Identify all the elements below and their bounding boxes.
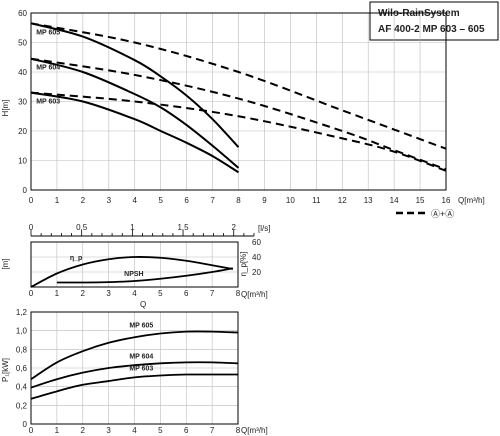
head-x-tick-label: 12	[338, 196, 347, 205]
head-chart: 0 1 2 3 4 5 6 7 8 9 10 11 12 13 14 15 160102030405060Q[m…	[1, 9, 485, 205]
power-x-tick-label: 3	[106, 426, 111, 435]
npsh-right-tick-label: 20	[252, 268, 261, 277]
head-x-tick-label: 2	[81, 196, 86, 205]
head-series-label: MP 605	[36, 29, 60, 36]
power-x-tick-label: 2	[81, 426, 86, 435]
legend-label: Ⓐ+Ⓐ	[431, 209, 454, 219]
head-x-tick-label: 15	[416, 196, 425, 205]
q-mid-label: Q	[140, 300, 146, 309]
head-series-line-2	[30, 91, 240, 174]
power-y-tick-label: 0,8	[16, 345, 28, 354]
head-y-axis-label: H[m]	[1, 100, 10, 117]
power-series-label: MP 604	[129, 353, 153, 360]
power-x-tick-label: 4	[132, 426, 137, 435]
title-line-2: AF 400-2 MP 603 – 605	[378, 24, 485, 35]
head-y-tick-label: 40	[18, 68, 27, 77]
npsh-efficiency-chart: 0 1 2 3 4 5 6 7 8 20 40 60 Q[m³/h] [m] η_p[%] η_p NPSH	[1, 238, 268, 299]
npsh-x-tick-label: 3	[106, 289, 111, 298]
eta-series-label: η_p	[70, 255, 82, 262]
power-y-tick-label: 0,2	[16, 401, 28, 410]
head-x-tick-label: 13	[364, 196, 373, 205]
head-series-line-5	[30, 91, 447, 172]
power-plot-frame	[30, 311, 239, 425]
head-y-tick-label: 0	[23, 186, 28, 195]
ls-axis-label: [l/s]	[258, 224, 270, 233]
power-series-line-0	[30, 330, 239, 380]
head-plot-frame	[30, 12, 447, 191]
power-x-tick-label: 1	[55, 426, 60, 435]
head-y-tick-label: 20	[18, 127, 27, 136]
power-x-axis-label: Q[m³/h]	[241, 426, 268, 435]
power-y-tick-label: 1,2	[16, 308, 28, 317]
power-x-tick-label: 0	[29, 426, 34, 435]
head-series-line-1	[30, 57, 240, 169]
legend: Ⓐ+Ⓐ	[396, 209, 454, 219]
head-y-tick-label: 60	[18, 9, 27, 18]
ls-tick-label: 1	[130, 223, 135, 232]
power-x-tick-label: 7	[210, 426, 215, 435]
power-x-tick-label: 8	[236, 426, 241, 435]
head-x-tick-label: 8	[236, 196, 241, 205]
npsh-x-tick-label: 1	[55, 289, 60, 298]
npsh-x-tick-label: 4	[132, 289, 137, 298]
npsh-right-tick-label: 60	[252, 238, 261, 247]
head-x-tick-label: 16	[442, 196, 451, 205]
head-x-tick-label: 1	[55, 196, 60, 205]
npsh-plot-frame	[30, 241, 239, 288]
head-y-tick-label: 30	[18, 98, 27, 107]
power-y-tick-label: 1,0	[16, 327, 28, 336]
head-series-label: MP 604	[36, 65, 60, 72]
power-series-line-1	[30, 361, 239, 389]
npsh-x-tick-label: 8	[236, 289, 241, 298]
power-x-tick-label: 6	[184, 426, 189, 435]
npsh-right-tick-label: 40	[252, 253, 261, 262]
ls-tick-label: 1,5	[177, 223, 189, 232]
head-y-tick-label: 50	[18, 39, 27, 48]
power-x-tick-label: 5	[158, 426, 163, 435]
power-y-tick-label: 0,6	[16, 364, 28, 373]
npsh-series-label: NPSH	[124, 271, 143, 278]
power-series-label: MP 603	[129, 366, 153, 373]
head-x-tick-label: 7	[210, 196, 215, 205]
head-x-tick-label: 5	[158, 196, 163, 205]
head-series-label: MP 603	[36, 99, 60, 106]
ls-tick-label: 0	[29, 223, 34, 232]
npsh-series-line-1	[56, 267, 233, 284]
head-series-line-3	[30, 22, 447, 150]
head-x-tick-label: 14	[390, 196, 399, 205]
head-x-tick-label: 0	[29, 196, 34, 205]
npsh-left-axis-label: [m]	[1, 258, 10, 269]
npsh-right-axis-label: η_p[%]	[239, 252, 248, 277]
npsh-x-tick-label: 5	[158, 289, 163, 298]
head-series-line-4	[30, 57, 447, 171]
npsh-x-tick-label: 0	[29, 289, 34, 298]
head-y-tick-label: 10	[18, 157, 27, 166]
head-x-tick-label: 11	[312, 196, 321, 205]
power-series-line-2	[30, 373, 238, 400]
flow-ls-scale: 0 0,5 1 1,5 2 [l/s]	[29, 223, 270, 237]
ls-tick-label: 0,5	[76, 223, 88, 232]
npsh-x-axis-label: Q[m³/h]	[241, 290, 268, 299]
npsh-x-tick-label: 7	[210, 289, 215, 298]
head-x-tick-label: 6	[184, 196, 189, 205]
head-x-tick-label: 9	[262, 196, 267, 205]
power-chart: 0 1 2 3 4 5 6 7 8 0 0,2 0,4 0,6 0,8 1,0 1,2 Q[m³/h] P₁[kW…	[1, 308, 268, 435]
head-x-tick-label: 10	[286, 196, 295, 205]
power-y-axis-label: P₁[kW]	[1, 358, 10, 382]
head-x-tick-label: 4	[133, 196, 138, 205]
head-x-axis-label: Q[m³/h]	[458, 196, 485, 205]
head-series-line-0	[30, 22, 240, 148]
npsh-x-tick-label: 2	[81, 289, 86, 298]
power-y-tick-label: 0	[23, 420, 28, 429]
head-x-tick-label: 3	[107, 196, 112, 205]
npsh-x-tick-label: 6	[184, 289, 189, 298]
ls-tick-label: 2	[232, 223, 237, 232]
power-series-label: MP 605	[129, 323, 153, 330]
title-block: Wilo-RainSystem AF 400-2 MP 603 – 605	[369, 1, 499, 41]
power-y-tick-label: 0,4	[16, 383, 28, 392]
npsh-series-line-0	[30, 256, 233, 288]
